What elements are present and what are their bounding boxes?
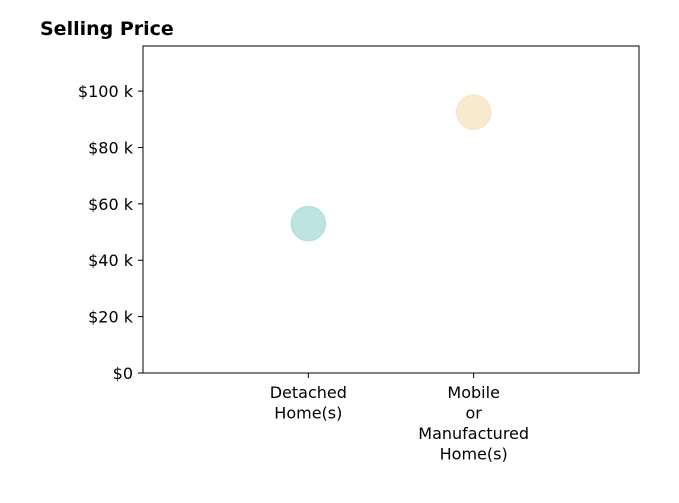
y-tick-label-3: $60 k [88,195,134,214]
y-tick-label-0: $0 [113,364,133,383]
y-tick-label-5: $100 k [78,82,134,101]
data-point-0 [290,205,327,242]
y-tick-label-2: $40 k [88,251,134,270]
x-tick-label-0: Detached Home(s) [270,383,347,423]
x-tick-label-1: Mobile or Manufactured Home(s) [418,383,529,464]
y-tick-label-1: $20 k [88,308,134,327]
plot-frame [142,45,640,374]
y-tick-label-4: $80 k [88,138,134,157]
data-point-1 [455,94,492,130]
chart-title: Selling Price [40,18,174,40]
plot-area: $0 $20 k $40 k $60 k $80 k $100 k Detached Home… [78,45,640,464]
